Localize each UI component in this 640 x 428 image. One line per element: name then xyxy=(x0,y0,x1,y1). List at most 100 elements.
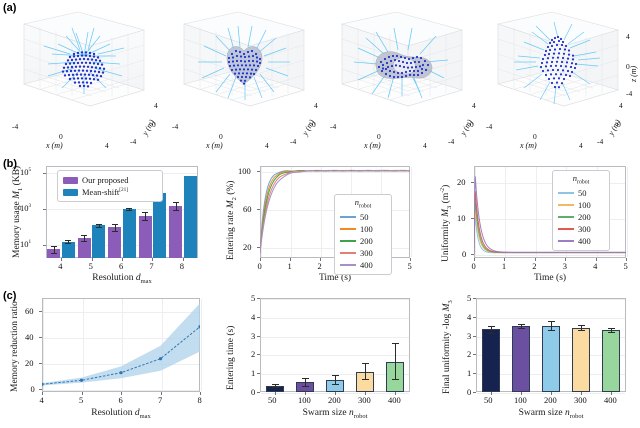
legend-entry-our-proposed[interactable]: Our proposed xyxy=(63,174,157,186)
uniformity-legend-line-50 xyxy=(558,192,574,195)
entering-time-xlabel: Swarm size nrobot xyxy=(302,408,368,420)
reduction-gridline-x-4 xyxy=(43,299,44,391)
entering-xtickmark-5 xyxy=(410,258,411,261)
entering-time-xtick-300: 300 xyxy=(358,395,371,405)
memory-bar-mean-shift-21--8[interactable] xyxy=(183,176,197,258)
reduction-xtickmark-7 xyxy=(160,392,162,395)
ytick-max-4: 4 xyxy=(619,101,623,110)
entering-legend-entry-50[interactable]: 50 xyxy=(340,211,386,223)
xlabel-1: x (m) xyxy=(46,141,63,150)
uniformity-xtickmark-4 xyxy=(595,258,597,261)
entering-time-bar-50[interactable] xyxy=(265,385,285,392)
final-uniformity-xtick-300: 300 xyxy=(574,395,587,405)
final-uniformity-xtickmark-400 xyxy=(611,392,612,395)
panel-a: (a) xyxy=(0,0,640,155)
memory-errcap-bot-1-5 xyxy=(95,226,102,228)
entering-time-bar-200[interactable] xyxy=(325,380,345,392)
reduction-ytick-0: 0 xyxy=(30,384,35,395)
entering-time-bar-400[interactable] xyxy=(385,361,405,392)
uniformity-line-400 xyxy=(474,176,626,254)
axes3d-box-2 xyxy=(178,10,306,122)
uniformity-gridline-x-1 xyxy=(505,167,507,257)
entering-gridline-100 xyxy=(261,171,409,173)
entering-legend-entry-400[interactable]: 400 xyxy=(340,259,386,271)
entering-legend-entry-300[interactable]: 300 xyxy=(340,247,386,259)
final-uniformity-ytick-0: 0 xyxy=(467,387,472,397)
entering-time-ytick-2: 2 xyxy=(251,349,256,360)
reduction-gridline-x-8 xyxy=(201,299,202,391)
uniformity-legend-entry-50[interactable]: 50 xyxy=(558,187,604,199)
uniformity-legend-entry-300[interactable]: 300 xyxy=(558,223,604,235)
memory-ytick-1: 101 xyxy=(20,239,32,250)
final-uniformity-ylabel: Final uniformity -log M3 xyxy=(442,300,454,394)
uniformity-xtickmark-0 xyxy=(474,258,475,261)
entering-time-ytick-1: 1 xyxy=(251,368,256,379)
entering-rate-legend[interactable]: nrobot 50 100 200 300 400 xyxy=(334,194,392,276)
uniformity-legend-entry-200[interactable]: 200 xyxy=(558,211,604,223)
final-uniformity-gridline-5 xyxy=(477,299,625,300)
entering-time-gridline-1 xyxy=(261,374,409,376)
entering-time-errbar-100 xyxy=(305,377,306,387)
uniformity-xtick-1: 1 xyxy=(501,261,507,271)
memory-bar-mean-shift-21--6[interactable] xyxy=(122,208,136,258)
memory-bar-mean-shift-21--7[interactable] xyxy=(153,192,167,258)
entering-rate-chart: Entering rate M2 (%) Time (s) 20 60 100 0 1 2… xyxy=(212,158,424,288)
memory-bar-our-proposed-7[interactable] xyxy=(138,216,152,258)
final-uniformity-ytickmark-2 xyxy=(473,354,476,356)
entering-time-errcap-top-100 xyxy=(301,377,309,379)
memory-ytickmark-1 xyxy=(43,245,46,247)
xtick-mid-1: 0 xyxy=(59,132,63,141)
final-uniformity-ytick-2: 2 xyxy=(467,349,472,360)
entering-xtickmark-1 xyxy=(290,258,291,261)
entering-time-errbar-200 xyxy=(335,375,336,384)
uniformity-gridline-10 xyxy=(475,218,625,220)
entering-gridline-x-2 xyxy=(321,167,322,257)
final-uniformity-bar-200[interactable] xyxy=(541,326,561,392)
axes3d-box-3 xyxy=(336,10,464,122)
entering-legend-entry-200[interactable]: 200 xyxy=(340,235,386,247)
entering-time-gridline-2 xyxy=(261,355,409,357)
entering-time-errcap-top-300 xyxy=(361,363,369,365)
final-uniformity-bar-300[interactable] xyxy=(571,327,591,392)
legend-entry-mean-shift[interactable]: Mean-shift[21] xyxy=(63,186,157,198)
ztick-mid-4: 0 xyxy=(626,62,630,71)
memory-usage-legend[interactable]: Our proposed Mean-shift[21] xyxy=(57,170,163,202)
memory-reduction-chart: Memory reduction ratio Resolution dmax 0… xyxy=(0,290,212,428)
memory-errcap-bot-0-6 xyxy=(111,231,118,233)
reduction-gridline-x-5 xyxy=(82,299,84,391)
entering-time-gridline-4 xyxy=(261,317,409,319)
ytick-min-1: -4 xyxy=(130,137,137,146)
final-uniformity-bar-100[interactable] xyxy=(511,325,531,392)
uniformity-xtickmark-5 xyxy=(626,258,627,261)
entering-legend-entry-100[interactable]: 100 xyxy=(340,223,386,235)
final-uniformity-ytickmark-5 xyxy=(473,298,476,299)
entering-time-errbar-50 xyxy=(275,383,276,388)
uniformity-gridline-x-2 xyxy=(535,167,537,257)
zlabel-4: z (m) xyxy=(629,65,638,82)
memory-xtick-5: 5 xyxy=(88,261,93,271)
entering-time-bar-300[interactable] xyxy=(355,371,375,392)
xtick-min-2: -4 xyxy=(172,122,179,131)
entering-legend-line-100 xyxy=(340,228,356,231)
final-uniformity-gridline-4 xyxy=(477,317,625,319)
uniformity-legend[interactable]: nrobot 50 100 200 300 400 xyxy=(552,170,610,252)
entering-legend-label-200: 200 xyxy=(360,236,373,247)
uniformity-ylabel: Uniformity M3 (m-2) xyxy=(440,184,454,262)
ytick-max-1: 4 xyxy=(154,101,158,110)
final-uniformity-bar-400[interactable] xyxy=(601,329,621,392)
xtick-mid-3: 0 xyxy=(377,132,381,141)
memory-bar-our-proposed-8[interactable] xyxy=(169,205,183,258)
uniformity-gridline-20 xyxy=(475,183,625,185)
uniformity-legend-label-200: 200 xyxy=(578,212,591,223)
final-uniformity-errbar-50 xyxy=(491,325,492,333)
final-uniformity-ytickmark-3 xyxy=(473,335,476,337)
entering-time-ytickmark-1 xyxy=(257,373,260,375)
uniformity-legend-entry-400[interactable]: 400 xyxy=(558,235,604,247)
uniformity-legend-entry-100[interactable]: 100 xyxy=(558,199,604,211)
reduction-xtickmark-4 xyxy=(42,392,43,395)
memory-errbar-1-5 xyxy=(98,223,100,227)
final-uniformity-bar-50[interactable] xyxy=(481,329,501,392)
memory-bar-mean-shift-21--5[interactable] xyxy=(92,225,106,258)
entering-time-xtickmark-100 xyxy=(305,392,306,395)
xlabel-2: x (m) xyxy=(206,141,223,150)
